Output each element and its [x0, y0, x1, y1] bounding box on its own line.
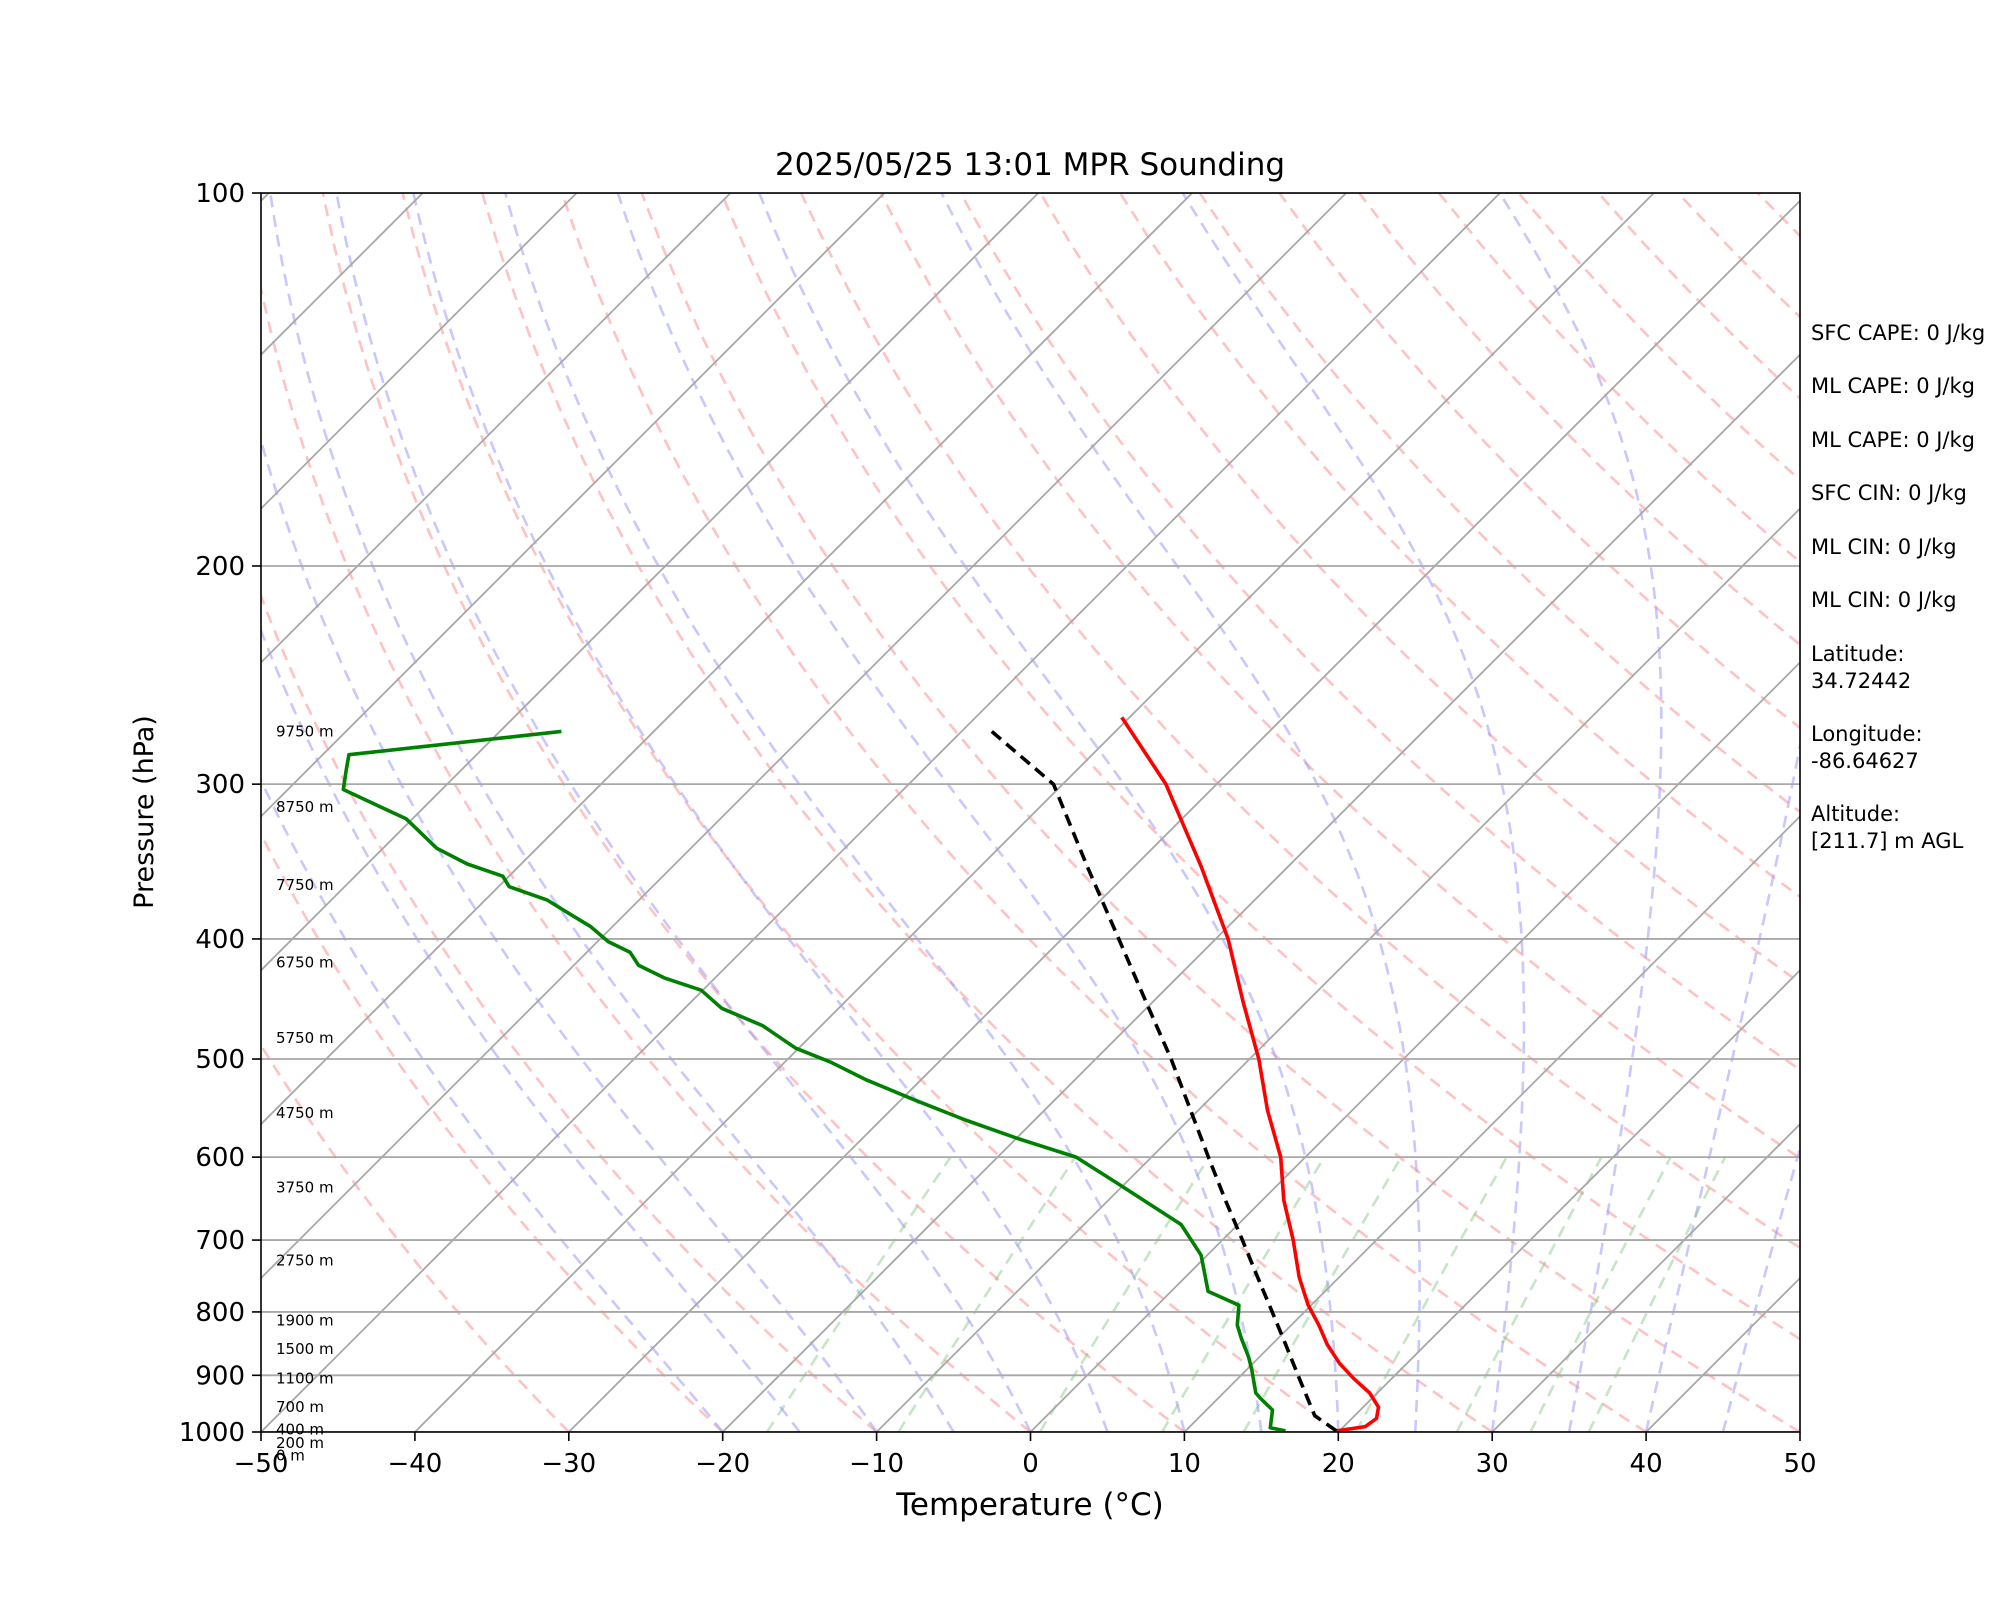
y-tick-label: 400: [195, 925, 245, 955]
height-label: 9750 m: [276, 722, 334, 740]
x-tick-label: −50: [234, 1449, 289, 1479]
height-label: 5750 m: [276, 1029, 334, 1047]
info-line: Longitude:: [1811, 722, 1923, 746]
y-tick-label: 100: [195, 179, 245, 209]
height-label: 8750 m: [276, 798, 334, 816]
height-label: 700 m: [276, 1398, 324, 1416]
info-line: Altitude:: [1811, 802, 1900, 826]
height-label: 4750 m: [276, 1104, 334, 1122]
info-line: ML CIN: 0 J/kg: [1811, 535, 1957, 559]
info-line-value: [211.7] m AGL: [1811, 829, 1964, 853]
info-line: ML CAPE: 0 J/kg: [1811, 374, 1975, 398]
info-line: SFC CAPE: 0 J/kg: [1811, 321, 1985, 345]
x-tick-label: −20: [695, 1449, 750, 1479]
height-label: 1500 m: [276, 1340, 334, 1358]
info-line: ML CAPE: 0 J/kg: [1811, 428, 1975, 452]
info-line-value: 34.72442: [1811, 669, 1911, 693]
info-line: ML CIN: 0 J/kg: [1811, 588, 1957, 612]
x-tick-label: 10: [1168, 1449, 1201, 1479]
y-tick-label: 900: [195, 1361, 245, 1391]
x-tick-label: −30: [541, 1449, 596, 1479]
height-label: 2750 m: [276, 1251, 334, 1269]
x-axis-label: Temperature (°C): [895, 1487, 1164, 1523]
height-label: 7750 m: [276, 876, 334, 894]
height-label: 1900 m: [276, 1312, 334, 1330]
x-tick-label: 20: [1322, 1449, 1355, 1479]
height-label: 6750 m: [276, 954, 334, 972]
x-tick-label: 50: [1783, 1449, 1816, 1479]
info-line: SFC CIN: 0 J/kg: [1811, 481, 1967, 505]
y-tick-label: 200: [195, 552, 245, 582]
info-line: Latitude:: [1811, 642, 1905, 666]
y-tick-label: 1000: [179, 1418, 245, 1448]
x-tick-label: 30: [1476, 1449, 1509, 1479]
x-tick-label: 0: [1022, 1449, 1039, 1479]
x-tick-label: −10: [849, 1449, 904, 1479]
height-label: 3750 m: [276, 1179, 334, 1197]
chart-title: 2025/05/25 13:01 MPR Sounding: [775, 147, 1285, 183]
y-tick-label: 500: [195, 1045, 245, 1075]
x-tick-label: −40: [387, 1449, 442, 1479]
y-tick-label: 800: [195, 1298, 245, 1328]
y-tick-label: 600: [195, 1143, 245, 1173]
x-tick-label: 40: [1630, 1449, 1663, 1479]
y-tick-label: 700: [195, 1226, 245, 1256]
y-tick-label: 300: [195, 770, 245, 800]
y-axis-label: Pressure (hPa): [129, 715, 160, 909]
info-line-value: -86.64627: [1811, 749, 1919, 773]
height-label: 1100 m: [276, 1369, 334, 1387]
